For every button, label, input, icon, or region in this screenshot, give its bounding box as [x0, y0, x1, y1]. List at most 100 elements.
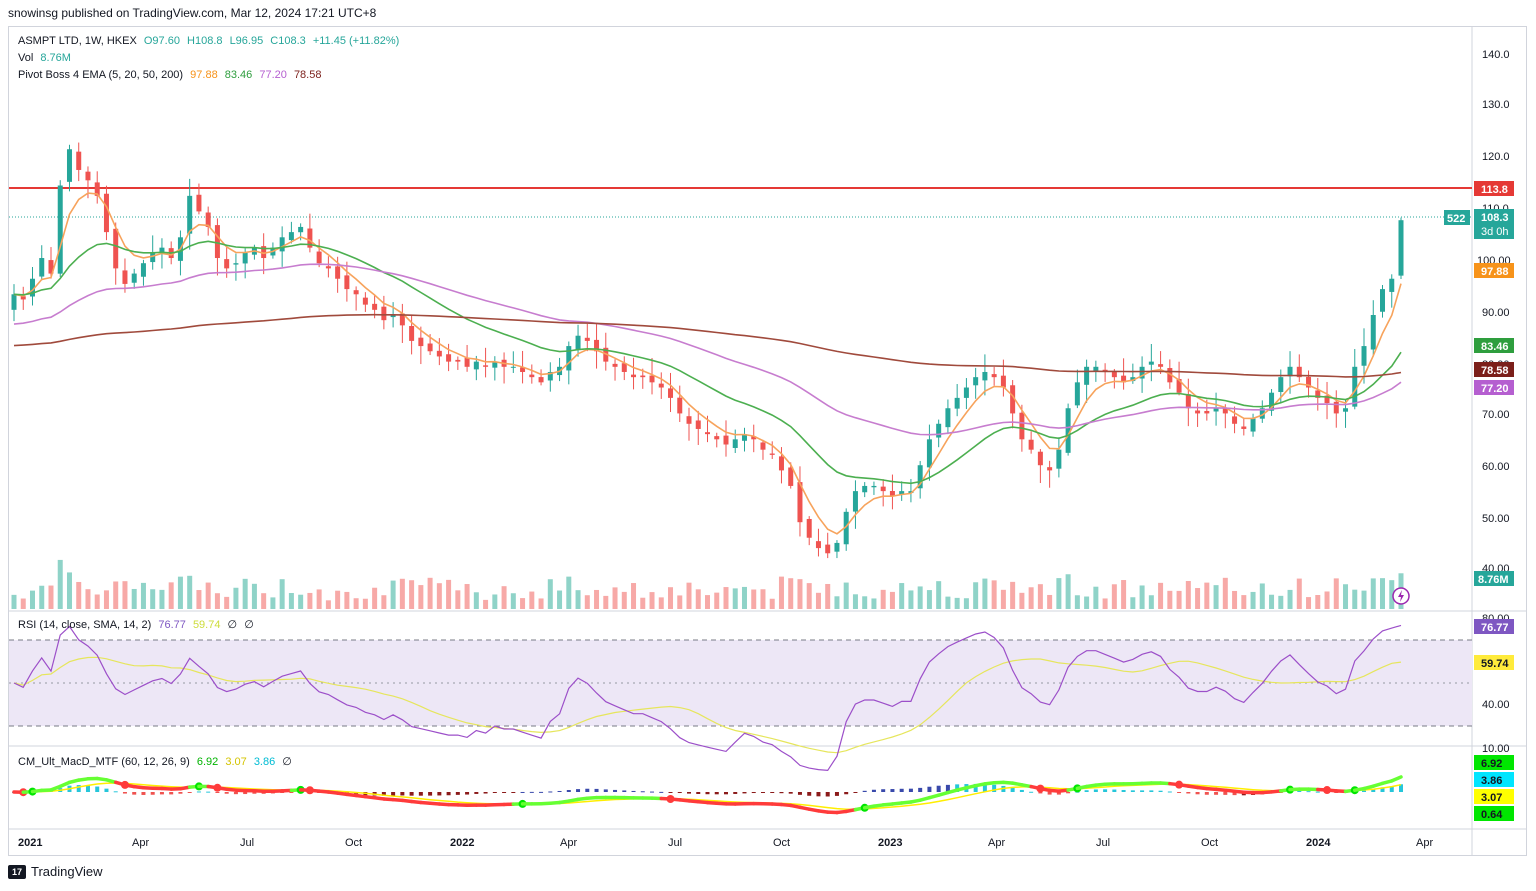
candle-body: [492, 361, 498, 368]
macd-badge-text: 3.07: [1481, 792, 1502, 804]
candle-body: [899, 491, 905, 495]
macd-hist-bar: [483, 792, 488, 794]
candle-body: [418, 337, 424, 347]
candle-body: [1010, 385, 1016, 414]
ema5-badge-text: 97.88: [1481, 266, 1509, 278]
volume-bar: [1232, 590, 1238, 609]
macd-hist-bar: [1389, 786, 1394, 792]
candle-body: [1213, 408, 1219, 412]
volume-bar: [57, 559, 63, 609]
candle-body: [362, 297, 368, 305]
macd-hist-bar: [196, 791, 201, 793]
macd-hist-bar: [603, 789, 608, 792]
volume-bar: [640, 597, 646, 609]
resistance-badge: [1474, 181, 1514, 196]
candle-body: [1195, 410, 1201, 414]
macd-hist-bar: [289, 792, 294, 793]
volume-bar: [677, 595, 683, 609]
volume-legend[interactable]: Vol 8.76M: [18, 52, 75, 64]
volume-bar: [1037, 584, 1043, 609]
macd-hist-bar: [474, 792, 479, 794]
vol-value: 8.76M: [40, 52, 71, 64]
rsi-badge-text: 76.77: [1481, 622, 1509, 634]
macd-legend[interactable]: CM_Ult_MacD_MTF (60, 12, 26, 9) 6.92 3.0…: [18, 755, 296, 768]
rsi-legend[interactable]: RSI (14, close, SMA, 14, 2) 76.77 59.74 …: [18, 618, 258, 631]
candle-body: [732, 439, 738, 448]
volume-bar: [214, 593, 220, 609]
ema-legend[interactable]: Pivot Boss 4 EMA (5, 20, 50, 200) 97.88 …: [18, 69, 325, 81]
macd-hist-bar: [1112, 789, 1117, 792]
volume-bar: [362, 598, 368, 609]
macd-hist-bar: [760, 792, 765, 793]
candle-body: [1093, 366, 1099, 371]
candle-body: [1121, 375, 1127, 383]
candle-body: [1111, 372, 1117, 378]
publish-header: snowinsg published on TradingView.com, M…: [8, 6, 377, 20]
volume-bar: [547, 579, 553, 609]
candle-body: [399, 313, 405, 326]
macd-hist-bar: [1158, 790, 1163, 792]
macd-hist-bar: [751, 792, 756, 794]
volume-bar: [261, 593, 267, 609]
candle-body: [1158, 364, 1164, 367]
candle-body: [1324, 395, 1330, 404]
volume-bar: [94, 594, 100, 609]
macd-hist-bar: [428, 792, 433, 796]
volume-bar: [1259, 583, 1265, 609]
macd-hist-bar: [1195, 792, 1200, 795]
volume-bar: [538, 598, 544, 609]
ema20-value: 83.46: [224, 69, 253, 81]
ema50-line: [13, 263, 1402, 436]
time-label: 2021: [18, 837, 42, 849]
volume-bar: [695, 589, 701, 609]
time-label: Oct: [773, 837, 790, 849]
candle-body: [1259, 408, 1265, 419]
volume-bar: [566, 576, 572, 609]
lightning-icon[interactable]: [1392, 587, 1410, 605]
macd-hist-bar: [215, 792, 220, 793]
macd-hist-bar: [881, 789, 886, 792]
candle-body: [464, 357, 470, 367]
candle-body: [1056, 449, 1062, 469]
symbol-legend[interactable]: ASMPT LTD, 1W, HKEX O97.60 H108.8 L96.95…: [18, 35, 403, 47]
candle-body: [723, 435, 729, 445]
volume-bar: [224, 596, 230, 609]
time-label: 2022: [450, 837, 474, 849]
candle-body: [103, 193, 109, 233]
macd-hist-bar: [640, 791, 645, 793]
volume-bar: [399, 578, 405, 609]
candle-body: [20, 296, 26, 300]
macd-hist-bar: [465, 792, 470, 795]
macd-hist-bar: [650, 791, 655, 793]
candle-body: [1296, 366, 1302, 378]
volume-bar: [1084, 596, 1090, 609]
volume-bar: [344, 591, 350, 609]
volume-bar: [140, 582, 146, 609]
symbol-name: ASMPT LTD, 1W, HKEX: [18, 35, 137, 47]
candle-body: [1074, 382, 1080, 406]
candle-body: [1185, 394, 1191, 409]
macd-empty: ∅: [282, 756, 292, 768]
macd-hist-bar: [1223, 792, 1228, 795]
candle-body: [917, 465, 923, 489]
volume-bar: [307, 592, 313, 609]
candle-body: [122, 270, 128, 284]
price-axis: 140.0 130.0 120.0 110.0 100.00 90.00 80.…: [1477, 49, 1511, 575]
volume-bar: [1296, 578, 1302, 609]
ema20-line: [13, 240, 1402, 485]
macd-badge-text: 3.86: [1481, 775, 1502, 787]
volume-bar: [714, 592, 720, 609]
macd-hist-bar: [1121, 790, 1126, 792]
volume-bar: [686, 582, 692, 609]
macd-hist-bar: [1297, 790, 1302, 792]
ema50-value: 77.20: [259, 69, 287, 81]
volume-bar: [66, 572, 72, 609]
macd-hist-bar: [687, 792, 692, 794]
macd-hist-bar: [955, 784, 960, 792]
macd-hist-bar: [409, 792, 414, 796]
volume-badge-text: 8.76M: [1478, 574, 1509, 586]
volume-bar: [584, 595, 590, 609]
candle-body: [668, 388, 674, 398]
volume-bar: [1102, 598, 1108, 609]
